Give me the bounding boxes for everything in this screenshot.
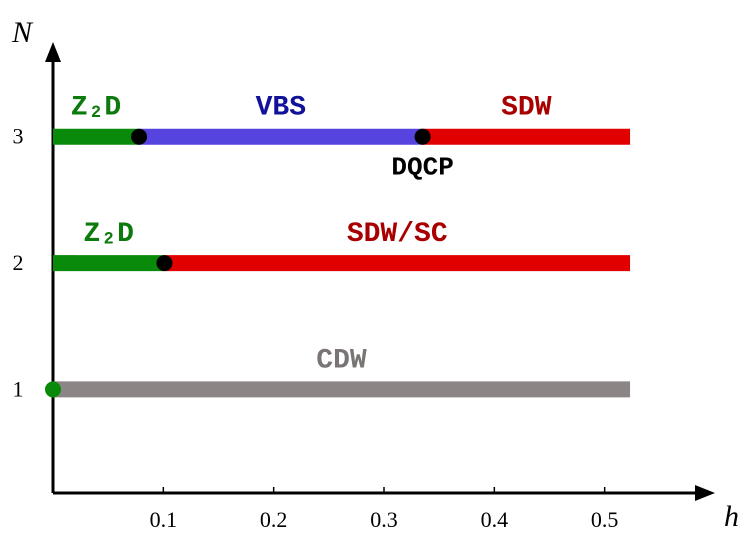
- x-axis-arrow: [695, 485, 715, 501]
- transition-point: [45, 381, 61, 398]
- y-tick-label: 3: [13, 124, 24, 149]
- phase-label: SDW: [501, 93, 552, 124]
- y-axis-arrow: [45, 42, 61, 62]
- y-tick-label: 1: [13, 376, 24, 401]
- x-tick-label: 0.3: [370, 507, 398, 532]
- transition-point: [131, 128, 148, 145]
- phase-label: CDW: [316, 345, 367, 376]
- x-tick-label: 0.1: [150, 507, 178, 532]
- y-tick-label: 2: [13, 250, 24, 275]
- x-axis-label: h: [724, 500, 739, 533]
- phase-label: VBS: [256, 93, 306, 124]
- x-tick-label: 0.2: [260, 507, 288, 532]
- x-tick-label: 0.5: [591, 507, 619, 532]
- phase-label: Z₂D: [84, 219, 134, 250]
- x-tick-label: 0.4: [481, 507, 509, 532]
- phase-label: Z₂D: [71, 93, 121, 124]
- transition-point: [414, 128, 431, 145]
- point-label: DQCP: [391, 153, 453, 183]
- phase-label: SDW/SC: [347, 219, 448, 250]
- y-axis-label: N: [11, 16, 34, 49]
- transition-point: [156, 255, 173, 272]
